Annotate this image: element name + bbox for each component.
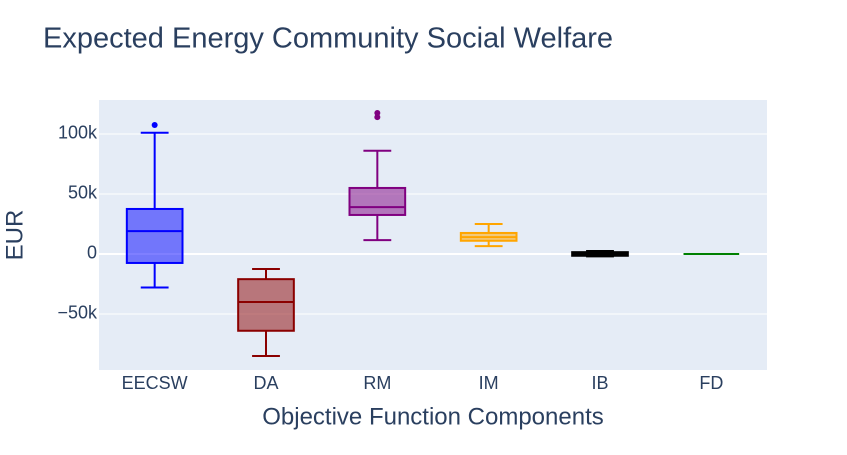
x-tick-label: IB: [591, 373, 608, 393]
y-tick-label: 0: [87, 243, 97, 263]
x-axis-title: Objective Function Components: [262, 403, 604, 430]
x-tick-label: IM: [479, 373, 499, 393]
box: [125, 207, 184, 264]
y-tick-label: 50k: [68, 183, 98, 203]
outlier: [151, 121, 158, 128]
plot-area: [99, 100, 767, 370]
box: [237, 278, 295, 332]
x-tick-label: EECSW: [122, 373, 188, 393]
outlier: [374, 114, 381, 121]
x-tick-label: FD: [699, 373, 723, 393]
outlier: [374, 109, 381, 116]
chart-title: Expected Energy Community Social Welfare: [43, 23, 613, 55]
y-tick-label: 100k: [58, 123, 98, 143]
box: [348, 186, 407, 216]
x-tick-label: RM: [363, 373, 391, 393]
y-axis-title: EUR: [1, 210, 28, 261]
y-tick-label: −50k: [57, 303, 98, 323]
x-tick-label: DA: [253, 373, 278, 393]
